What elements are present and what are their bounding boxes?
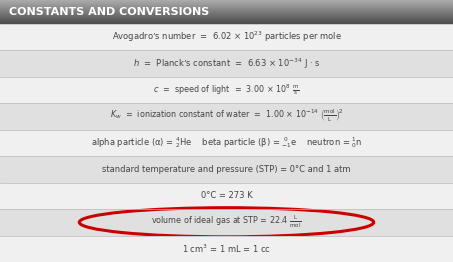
Bar <box>0 77 453 103</box>
Bar <box>0 103 453 129</box>
Bar <box>0 2 453 3</box>
Bar <box>0 12 453 13</box>
Bar <box>0 8 453 9</box>
Bar <box>0 6 453 7</box>
Bar <box>0 16 453 17</box>
Text: $K_w$  =  ionization constant of water  =  1.00 × 10$^{-14}$ $\left(\frac{\mathr: $K_w$ = ionization constant of water = 1… <box>110 108 343 124</box>
Bar <box>0 15 453 16</box>
Bar <box>0 50 453 77</box>
Bar <box>0 18 453 19</box>
Bar <box>0 209 453 236</box>
Bar <box>0 183 453 209</box>
Text: alpha particle (α) = $^4_2$He    beta particle (β) = $^{\;0}_{-1}$e    neutron =: alpha particle (α) = $^4_2$He beta parti… <box>91 135 362 150</box>
Bar <box>0 3 453 4</box>
Bar <box>0 5 453 6</box>
Text: volume of ideal gas at STP = 22.4 $\frac{\mathrm{L}}{\mathrm{mol}}$: volume of ideal gas at STP = 22.4 $\frac… <box>151 214 302 230</box>
Bar <box>0 20 453 21</box>
Text: $c$  =  speed of light  =  3.00 × 10$^{8}$ $\frac{\mathrm{m}}{\mathrm{s}}$: $c$ = speed of light = 3.00 × 10$^{8}$ $… <box>153 82 300 97</box>
Text: $h$  =  Planck’s constant  =  6.63 × 10$^{-34}$ J · s: $h$ = Planck’s constant = 6.63 × 10$^{-3… <box>133 56 320 70</box>
Bar <box>0 24 453 50</box>
Bar <box>0 19 453 20</box>
Bar <box>0 23 453 24</box>
Bar <box>0 4 453 5</box>
Bar <box>0 156 453 183</box>
Bar <box>0 14 453 15</box>
Bar <box>0 0 453 1</box>
Text: 0°C = 273 K: 0°C = 273 K <box>201 191 252 200</box>
Bar <box>0 22 453 23</box>
Text: 1 cm$^3$ = 1 mL = 1 cc: 1 cm$^3$ = 1 mL = 1 cc <box>182 243 271 255</box>
Bar <box>0 10 453 11</box>
Bar <box>0 1 453 2</box>
Bar <box>0 21 453 22</box>
Text: standard temperature and pressure (STP) = 0°C and 1 atm: standard temperature and pressure (STP) … <box>102 165 351 174</box>
Bar <box>0 13 453 14</box>
Text: Avogadro’s number  =  6.02 × 10$^{23}$ particles per mole: Avogadro’s number = 6.02 × 10$^{23}$ par… <box>111 30 342 44</box>
Bar <box>0 11 453 12</box>
Bar <box>0 17 453 18</box>
Text: CONSTANTS AND CONVERSIONS: CONSTANTS AND CONVERSIONS <box>9 7 209 17</box>
Bar <box>0 7 453 8</box>
Bar <box>0 129 453 156</box>
Bar <box>0 236 453 262</box>
Bar <box>0 9 453 10</box>
